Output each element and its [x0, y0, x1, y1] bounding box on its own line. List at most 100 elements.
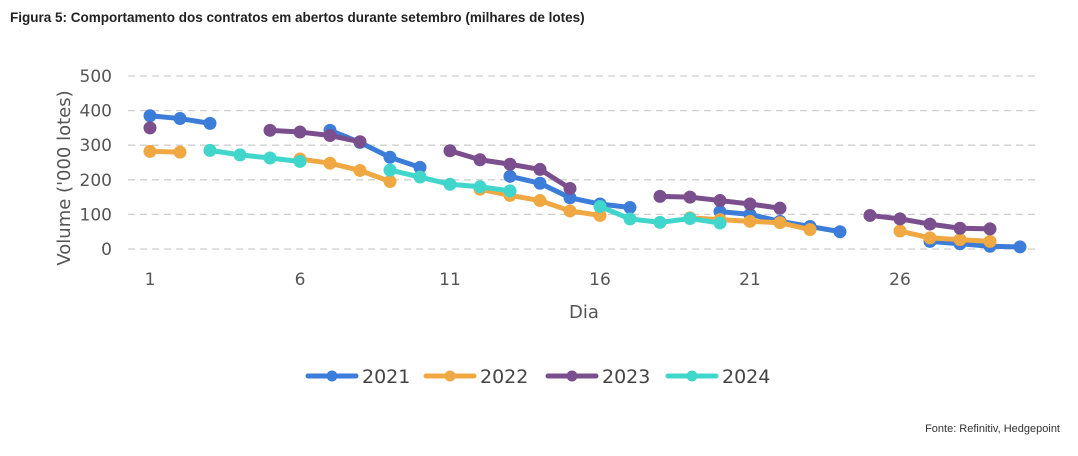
- x-tick-label: 1: [145, 270, 156, 290]
- data-point-2021: [143, 109, 157, 123]
- x-tick-label: 21: [739, 270, 761, 290]
- data-point-2021: [503, 169, 517, 183]
- data-point-2021: [383, 150, 397, 164]
- data-point-2022: [773, 216, 787, 230]
- legend-marker-2022: [444, 370, 456, 382]
- series-layer: [143, 109, 1027, 254]
- data-point-2023: [773, 201, 787, 215]
- y-tick-label: 0: [101, 240, 112, 260]
- series-line-2021: [927, 238, 1023, 250]
- y-tick-label: 300: [80, 136, 112, 156]
- x-tick-label: 11: [439, 270, 461, 290]
- legend-item-2022: 2022: [423, 366, 528, 388]
- data-point-2023: [263, 123, 277, 137]
- data-point-2023: [353, 135, 367, 149]
- data-point-2022: [593, 208, 607, 222]
- x-tick-label: 16: [589, 270, 611, 290]
- x-axis-ticks: 1 6 11 16 21 26: [145, 270, 911, 290]
- series-2023: [143, 121, 997, 236]
- data-point-2024: [623, 212, 637, 226]
- data-point-2024: [593, 199, 607, 213]
- source-note: Fonte: Refinitiv, Hedgepoint: [925, 423, 1060, 435]
- data-point-2023: [293, 125, 307, 139]
- data-point-2024: [203, 143, 217, 157]
- data-point-2023: [503, 157, 517, 171]
- series-line-2022: [297, 156, 393, 185]
- data-point-2024: [473, 180, 487, 194]
- legend-marker-2021: [326, 370, 338, 382]
- data-point-2023: [443, 144, 457, 158]
- data-point-2022: [143, 144, 157, 158]
- data-point-2024: [293, 154, 307, 168]
- y-tick-label: 200: [80, 171, 112, 191]
- data-point-2023: [863, 208, 877, 222]
- data-point-2023: [143, 121, 157, 135]
- legend-marker-2023: [566, 370, 578, 382]
- series-2022: [143, 144, 997, 248]
- series-line-2022: [897, 228, 993, 244]
- legend-item-2023: 2023: [545, 366, 650, 388]
- legend-label-2024: 2024: [722, 366, 770, 388]
- y-tick-label: 400: [80, 102, 112, 122]
- x-tick-label: 26: [889, 270, 911, 290]
- data-point-2022: [533, 194, 547, 208]
- x-tick-label: 6: [295, 270, 306, 290]
- legend-item-2021: 2021: [305, 366, 410, 388]
- data-point-2023: [653, 189, 667, 203]
- data-point-2022: [173, 145, 187, 159]
- y-tick-label: 100: [80, 205, 112, 225]
- data-point-2024: [683, 212, 697, 226]
- data-point-2024: [413, 170, 427, 184]
- x-axis-title: Dia: [569, 302, 599, 323]
- series-line-2024: [207, 147, 303, 164]
- data-point-2022: [983, 234, 997, 248]
- data-point-2023: [683, 190, 697, 204]
- data-point-2024: [653, 215, 667, 229]
- data-point-2024: [263, 151, 277, 165]
- legend-marker-2024: [686, 370, 698, 382]
- data-point-2023: [953, 221, 967, 235]
- data-point-2021: [203, 116, 217, 130]
- y-axis-title: Volume ('000 lotes): [54, 90, 75, 265]
- data-point-2022: [563, 204, 577, 218]
- data-point-2024: [503, 184, 517, 198]
- data-point-2023: [983, 222, 997, 236]
- data-point-2024: [233, 148, 247, 162]
- data-point-2023: [533, 162, 547, 176]
- data-point-2021: [413, 160, 427, 174]
- chart-title: Figura 5: Comportamento dos contratos em…: [10, 10, 585, 25]
- data-point-2023: [323, 129, 337, 143]
- data-point-2024: [383, 163, 397, 177]
- data-point-2022: [743, 214, 757, 228]
- data-point-2022: [353, 163, 367, 177]
- data-point-2022: [323, 156, 337, 170]
- data-point-2023: [563, 181, 577, 195]
- legend-label-2023: 2023: [602, 366, 650, 388]
- data-point-2022: [893, 224, 907, 238]
- data-point-2021: [1013, 240, 1027, 254]
- series-line-2023: [267, 127, 363, 145]
- data-point-2024: [443, 177, 457, 191]
- y-tick-label: 500: [80, 67, 112, 87]
- data-point-2023: [743, 197, 757, 211]
- data-point-2021: [623, 200, 637, 214]
- legend: 2021 2022 2023 2024: [305, 366, 770, 388]
- y-axis-ticks: 0 100 200 300 400 500: [80, 67, 112, 260]
- data-point-2023: [923, 217, 937, 231]
- data-point-2022: [953, 233, 967, 247]
- series-2024: [203, 143, 727, 230]
- data-point-2021: [173, 112, 187, 126]
- data-point-2024: [713, 216, 727, 230]
- data-point-2021: [563, 191, 577, 205]
- legend-item-2024: 2024: [665, 366, 770, 388]
- data-point-2023: [893, 212, 907, 226]
- data-point-2021: [833, 225, 847, 239]
- data-point-2022: [803, 223, 817, 237]
- legend-label-2021: 2021: [362, 366, 410, 388]
- data-point-2021: [533, 176, 547, 190]
- data-point-2023: [473, 153, 487, 167]
- legend-label-2022: 2022: [480, 366, 528, 388]
- data-point-2023: [713, 194, 727, 208]
- data-point-2022: [383, 175, 397, 189]
